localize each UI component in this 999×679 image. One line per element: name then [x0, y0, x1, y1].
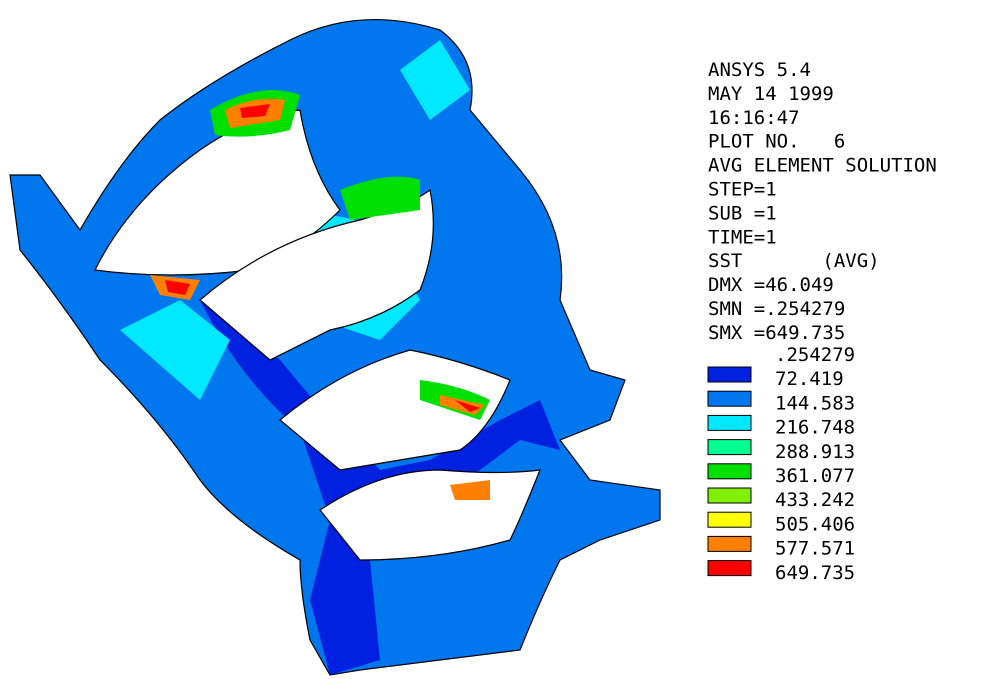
header-line: MAY 14 1999 — [708, 83, 834, 105]
legend-swatch — [708, 367, 751, 382]
legend-level: 288.913 — [775, 441, 855, 463]
header-line: ANSYS 5.4 — [708, 59, 811, 81]
header-line: DMX =46.049 — [708, 274, 834, 296]
legend-swatch — [708, 464, 751, 479]
legend-swatch — [708, 391, 751, 406]
legend-level: 433.242 — [775, 489, 855, 511]
legend-level: 361.077 — [775, 465, 855, 487]
header-line: TIME=1 — [708, 226, 777, 248]
legend-level: 649.735 — [775, 562, 855, 584]
legend-swatch — [708, 561, 751, 576]
header-line: AVG ELEMENT SOLUTION — [708, 155, 937, 177]
legend-swatch — [708, 512, 751, 527]
header-line: SMN =.254279 — [708, 298, 845, 320]
header-line: PLOT NO. 6 — [708, 131, 845, 153]
legend-level: 216.748 — [775, 417, 855, 439]
header-line: SUB =1 — [708, 202, 777, 224]
header-line: 16:16:47 — [708, 107, 800, 129]
legend-level: .254279 — [775, 344, 855, 366]
page: ANSYS 5.4MAY 14 199916:16:47PLOT NO. 6AV… — [0, 0, 999, 679]
legend-swatch — [708, 536, 751, 551]
legend-level: 72.419 — [775, 368, 844, 390]
legend-level: 144.583 — [775, 392, 855, 414]
legend-level: 577.571 — [775, 538, 855, 560]
legend-swatch — [708, 440, 751, 455]
header-line: STEP=1 — [708, 179, 777, 201]
model-plot — [10, 20, 660, 675]
legend-swatch — [708, 415, 751, 430]
legend-level: 505.406 — [775, 513, 855, 535]
legend-swatch — [708, 488, 751, 503]
header-line: SMX =649.735 — [708, 322, 845, 344]
header-line: SST (AVG) — [708, 250, 880, 272]
